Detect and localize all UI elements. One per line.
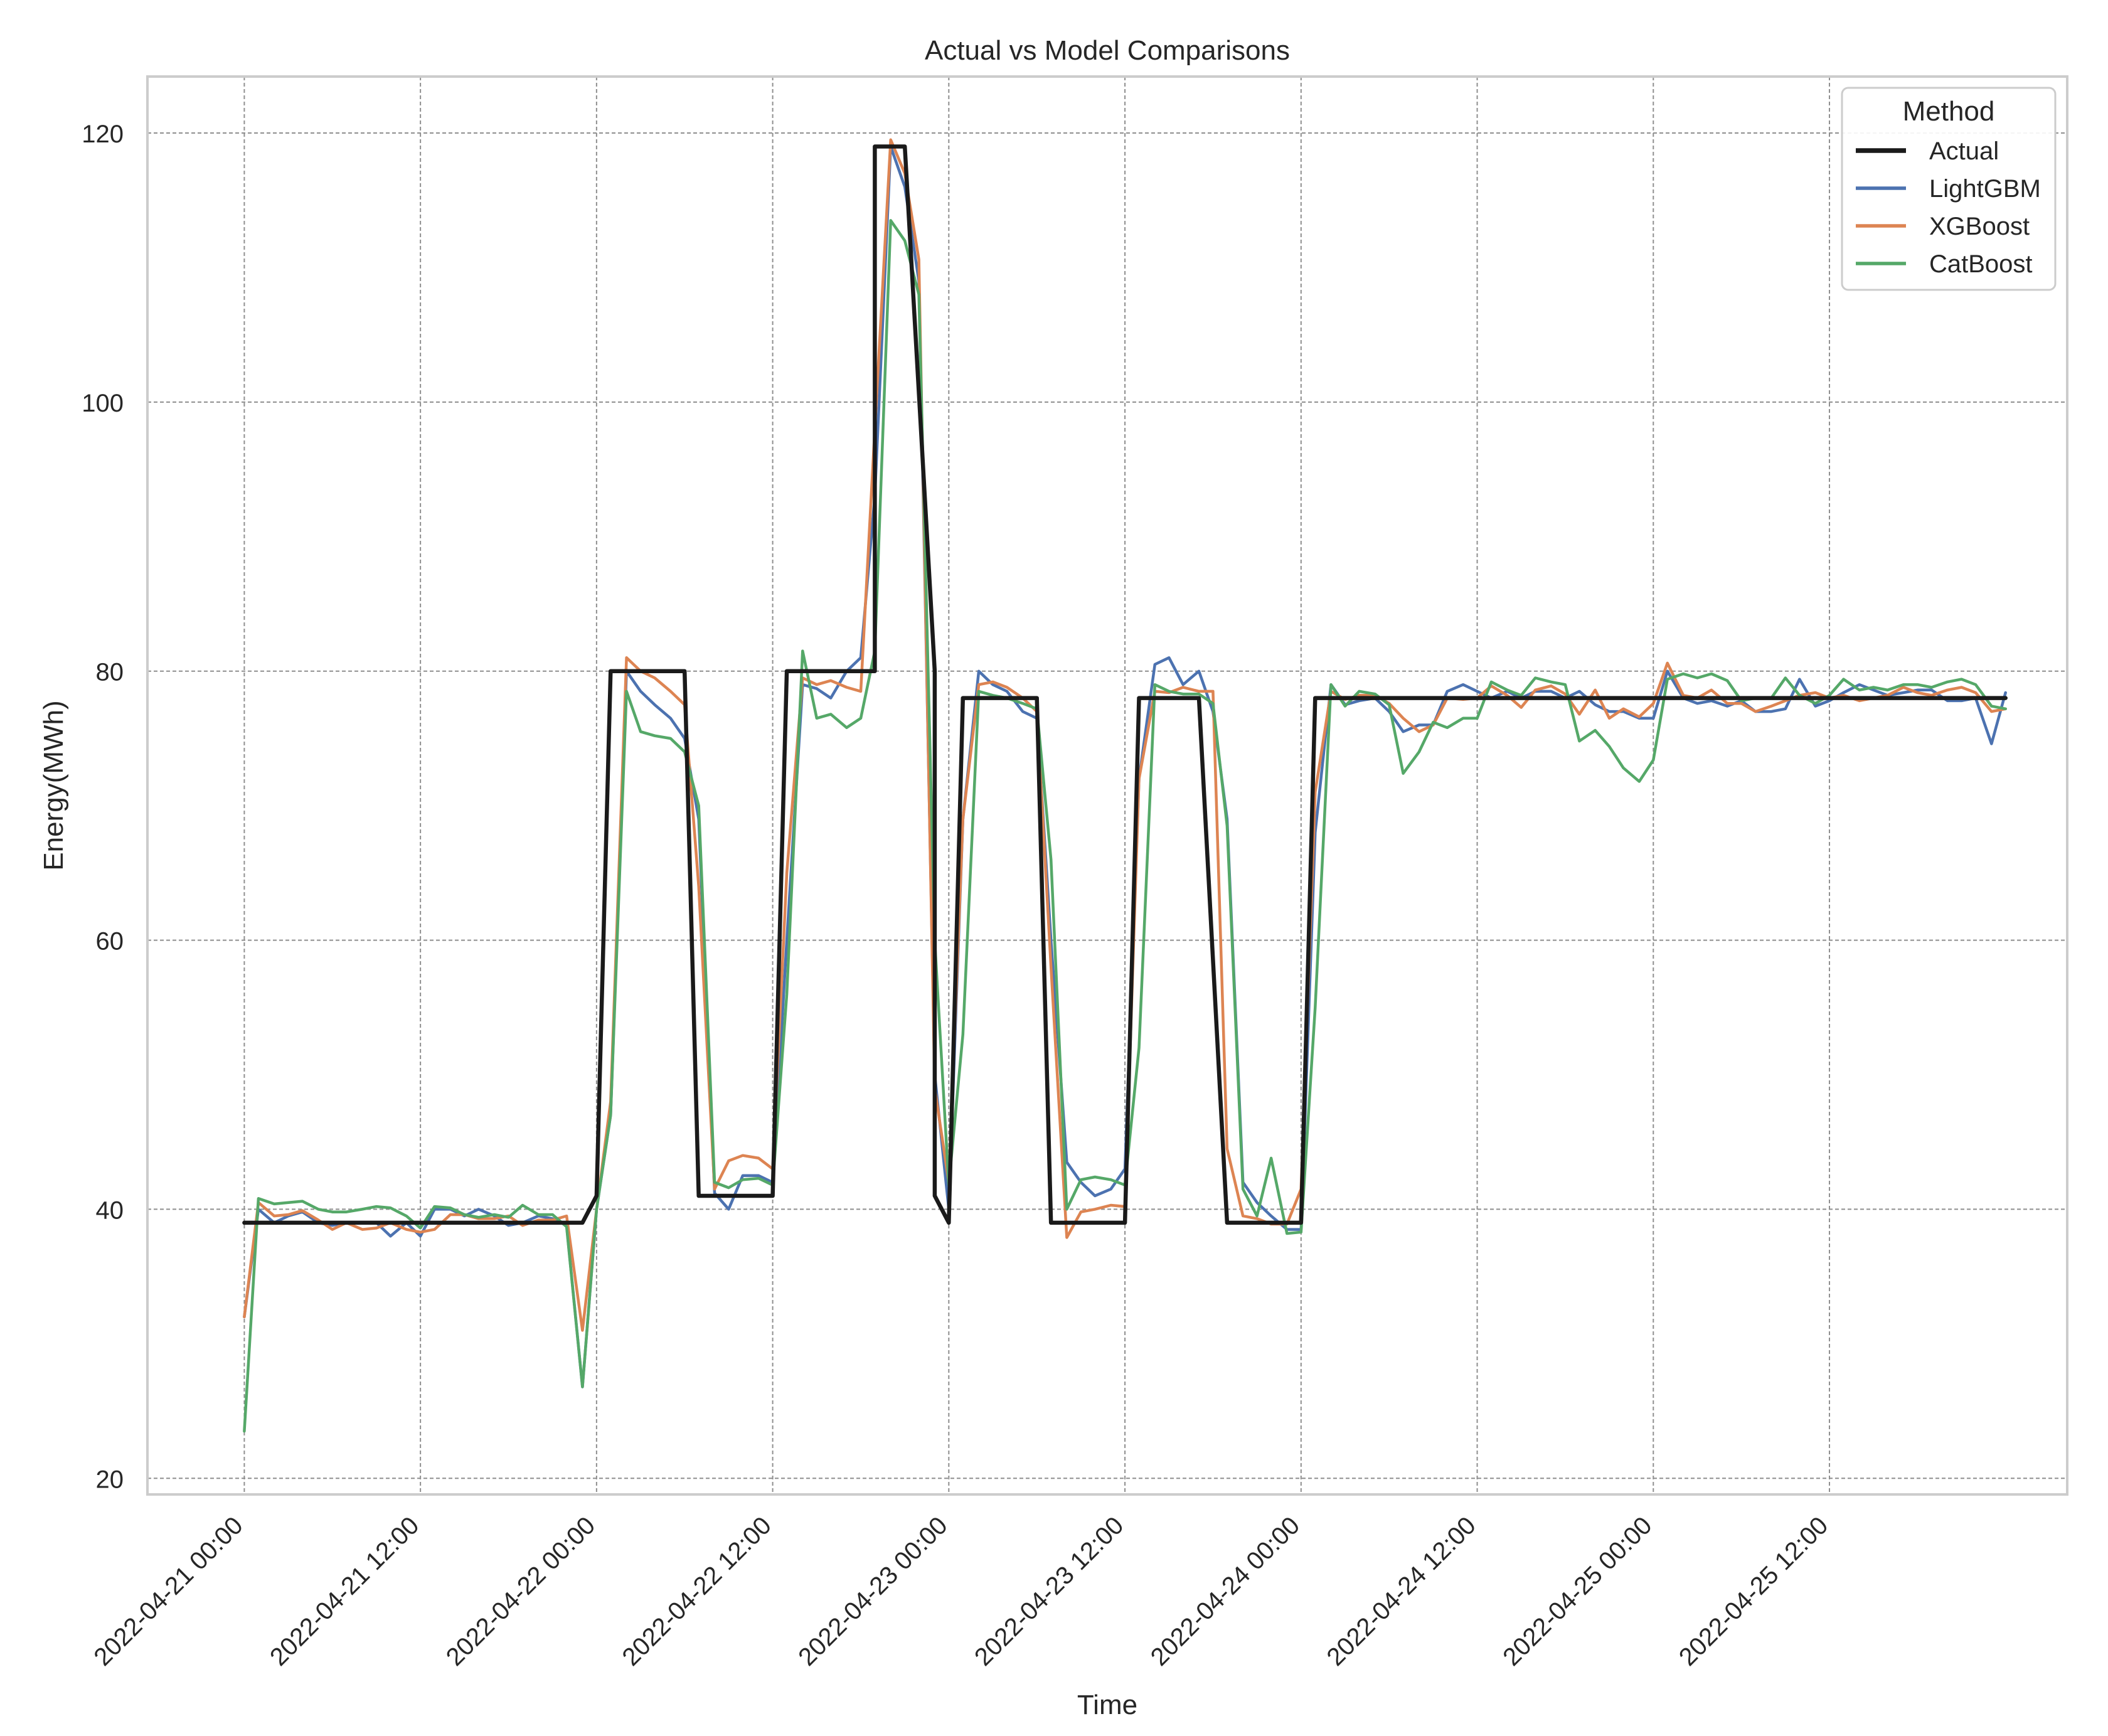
- x-tick-label: 2022-04-21 00:00: [88, 1511, 248, 1671]
- y-tick-label: 60: [96, 928, 124, 956]
- x-tick-label: 2022-04-23 00:00: [793, 1511, 952, 1671]
- x-axis-label: Time: [1077, 1690, 1137, 1720]
- x-tick-label: 2022-04-24 12:00: [1321, 1511, 1481, 1671]
- legend-box: [1841, 87, 2057, 291]
- y-tick-label: 100: [82, 390, 124, 417]
- series-line-actual: [242, 144, 2008, 1225]
- y-tick-labels: 20 40 60 80 100 120: [82, 120, 124, 1493]
- plot-background: [147, 77, 2067, 1494]
- x-tick-label: 2022-04-25 00:00: [1498, 1511, 1657, 1671]
- x-tick-labels: 2022-04-21 00:00 2022-04-21 12:00 2022-04-…: [88, 1511, 1833, 1671]
- legend-label-catboost: CatBoost: [1929, 250, 2033, 278]
- legend-items: Actual LightGBM XGBoost CatBoost: [1856, 137, 2041, 278]
- y-tick-label: 20: [96, 1466, 124, 1493]
- x-tick-label: 2022-04-24 00:00: [1146, 1511, 1305, 1671]
- chart-title: Actual vs Model Comparisons: [925, 35, 1290, 66]
- legend-title: Method: [1903, 96, 1995, 127]
- y-tick-label: 120: [82, 120, 124, 148]
- plot-frame: [146, 75, 2068, 1496]
- x-tick-label: 2022-04-21 12:00: [265, 1511, 424, 1671]
- x-tick-label: 2022-04-25 12:00: [1674, 1511, 1833, 1671]
- legend-label-actual: Actual: [1929, 137, 1999, 165]
- x-tick-label: 2022-04-22 00:00: [441, 1511, 600, 1671]
- y-axis-label: Energy(MWh): [38, 700, 69, 870]
- y-tick-label: 40: [96, 1196, 124, 1224]
- y-tick-label: 80: [96, 659, 124, 686]
- legend-label-lightgbm: LightGBM: [1929, 175, 2041, 203]
- x-tick-label: 2022-04-22 12:00: [617, 1511, 777, 1671]
- x-tick-label: 2022-04-23 12:00: [969, 1511, 1129, 1671]
- grid: [147, 77, 2067, 1494]
- legend-label-xgboost: XGBoost: [1929, 213, 2030, 240]
- series-layer: [242, 138, 2008, 1433]
- legend: Method Actual LightGBM XGBoost CatBoost: [1841, 87, 2057, 291]
